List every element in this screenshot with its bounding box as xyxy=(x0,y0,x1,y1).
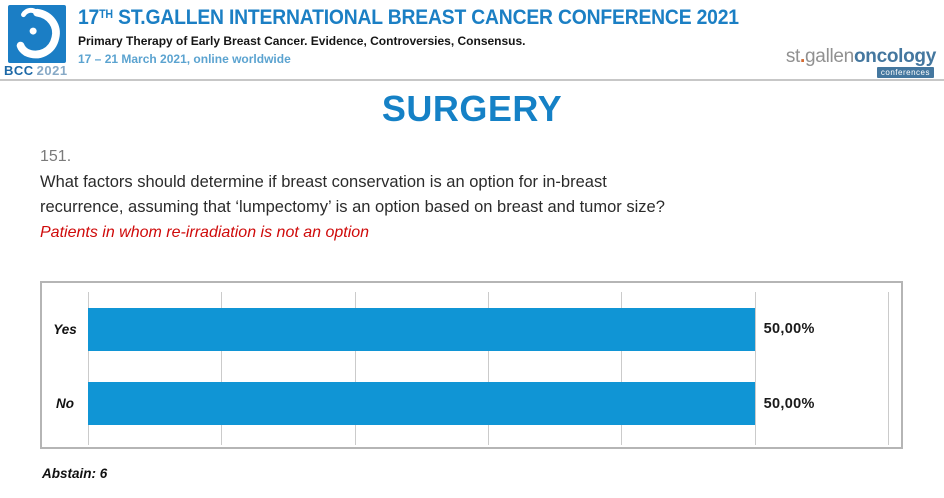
gridline xyxy=(621,292,623,445)
question-text-line1: What factors should determine if breast … xyxy=(40,173,607,191)
gridline xyxy=(354,292,356,445)
bcc-year: 2021 xyxy=(36,63,68,78)
value-label: 50,00% xyxy=(763,321,815,338)
header-divider xyxy=(0,79,944,81)
bar-row: No 50,00% xyxy=(42,367,888,442)
section-title: SURGERY xyxy=(381,88,563,129)
bar-track: 50,00% xyxy=(88,382,888,426)
stgallen-oncology-logo: st.gallenoncology xyxy=(785,46,936,67)
bar-row: Yes 50,00% xyxy=(42,292,888,367)
question-note: Patients in whom re-irradiation is not a… xyxy=(40,224,370,241)
gridline xyxy=(888,292,889,445)
bcc-text: BCC xyxy=(4,63,34,78)
conferences-badge: conferences xyxy=(876,67,934,78)
chart-gridlines xyxy=(88,292,889,445)
gridline xyxy=(221,292,223,445)
gridline xyxy=(88,292,89,445)
category-label: No xyxy=(56,396,74,412)
bar xyxy=(88,382,755,426)
category-label: Yes xyxy=(53,321,77,337)
gridline xyxy=(754,292,756,445)
bcc-logo xyxy=(8,5,66,63)
conference-subtitle: Primary Therapy of Early Breast Cancer. … xyxy=(78,34,526,48)
bar-track: 50,00% xyxy=(88,307,888,351)
bar xyxy=(88,307,755,351)
brand-dot: . xyxy=(800,46,806,67)
abstain-note: Abstain: 6 xyxy=(42,466,108,481)
bcc-year-label: BCC 2021 xyxy=(4,63,76,78)
value-label: 50,00% xyxy=(763,395,815,412)
poll-results-chart: Yes 50,00% No 50,00% xyxy=(40,281,903,449)
conference-title: 17TH ST.GALLEN INTERNATIONAL BREAST CANC… xyxy=(78,6,739,29)
question-text-line2: recurrence, assuming that ‘lumpectomy’ i… xyxy=(40,198,665,216)
gridline xyxy=(488,292,489,445)
conference-dates: 17 – 21 March 2021, online worldwide xyxy=(78,52,291,66)
chart-bar-rows: Yes 50,00% No 50,00% xyxy=(42,292,888,441)
question-number: 151. xyxy=(40,148,72,165)
bcc-logo-swan-icon xyxy=(16,7,60,59)
